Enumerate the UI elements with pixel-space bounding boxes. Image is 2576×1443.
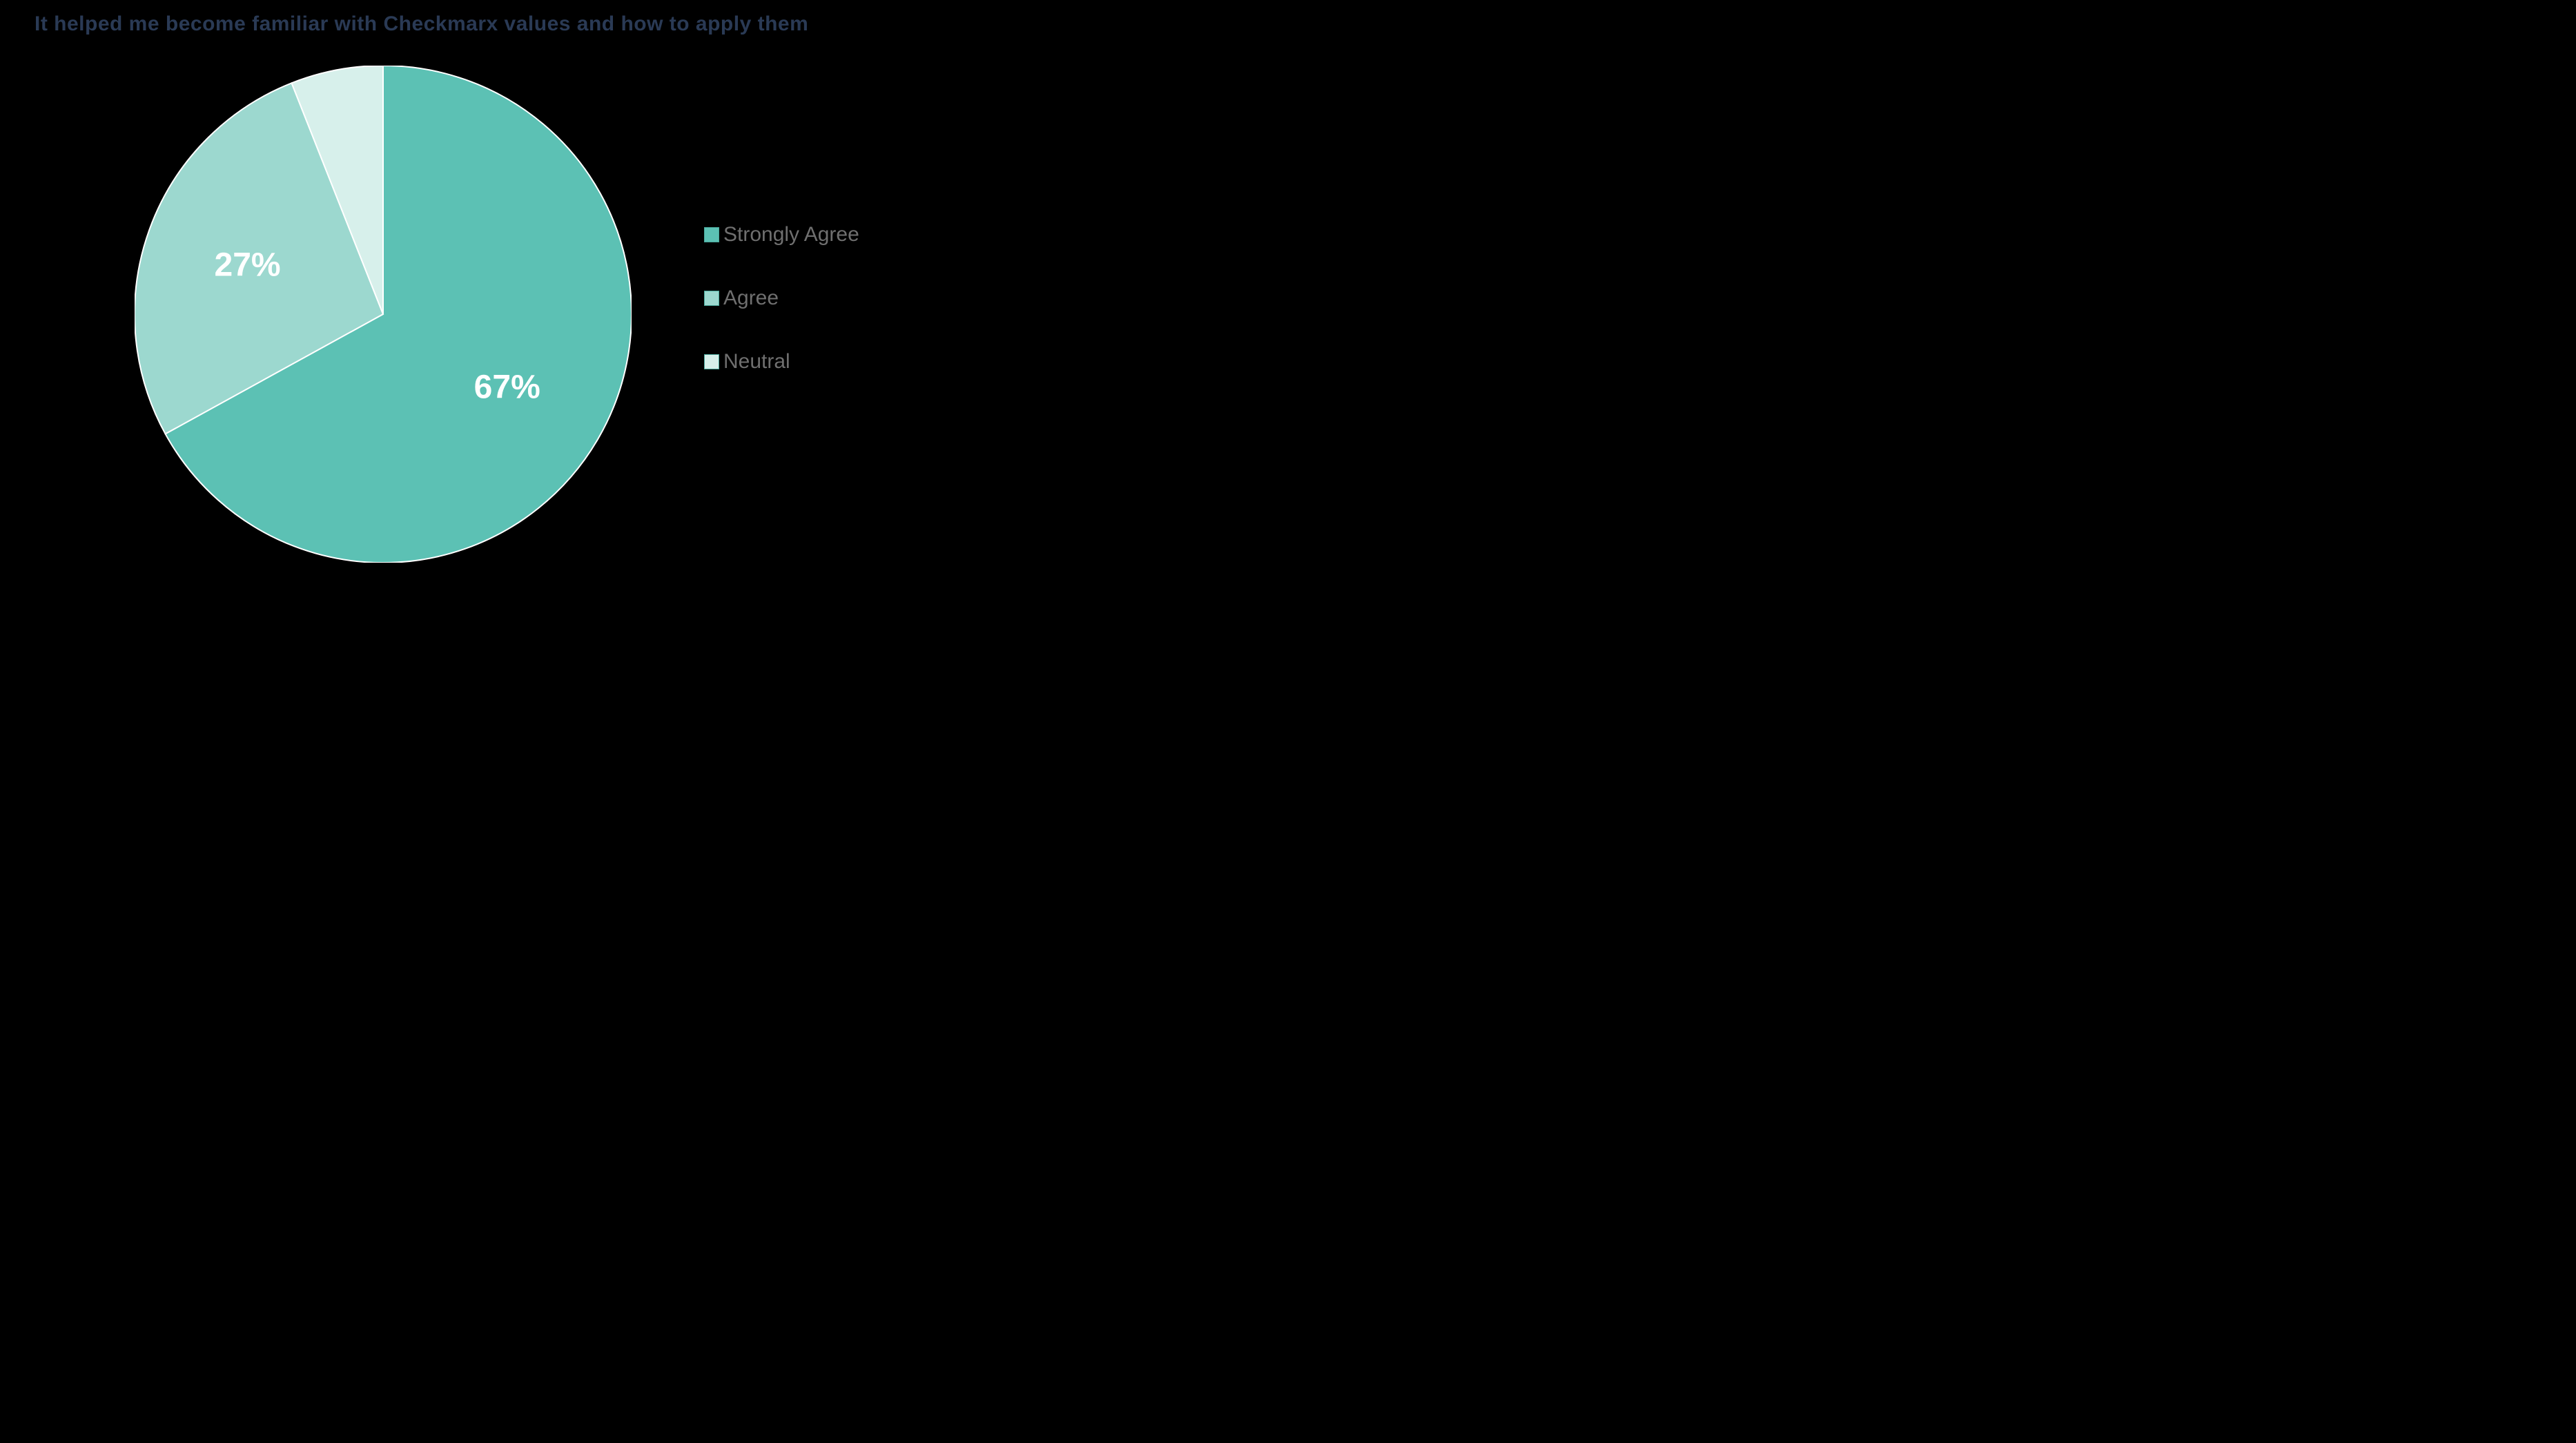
legend-swatch bbox=[704, 227, 719, 242]
pie-svg bbox=[135, 66, 632, 563]
legend-swatch bbox=[704, 354, 719, 369]
slice-percent-label: 27% bbox=[214, 246, 280, 284]
legend-swatch bbox=[704, 291, 719, 306]
legend-label: Agree bbox=[723, 288, 779, 309]
chart-container: It helped me become familiar with Checkm… bbox=[0, 0, 1044, 585]
legend-item: Agree bbox=[704, 288, 859, 309]
legend: Strongly Agree Agree Neutral bbox=[704, 224, 859, 372]
chart-title: It helped me become familiar with Checkm… bbox=[35, 12, 808, 36]
slice-percent-label: 67% bbox=[474, 369, 540, 407]
legend-item: Strongly Agree bbox=[704, 224, 859, 245]
legend-label: Strongly Agree bbox=[723, 224, 859, 245]
pie-chart: 67% 27% bbox=[135, 66, 632, 563]
legend-label: Neutral bbox=[723, 351, 790, 372]
legend-item: Neutral bbox=[704, 351, 859, 372]
